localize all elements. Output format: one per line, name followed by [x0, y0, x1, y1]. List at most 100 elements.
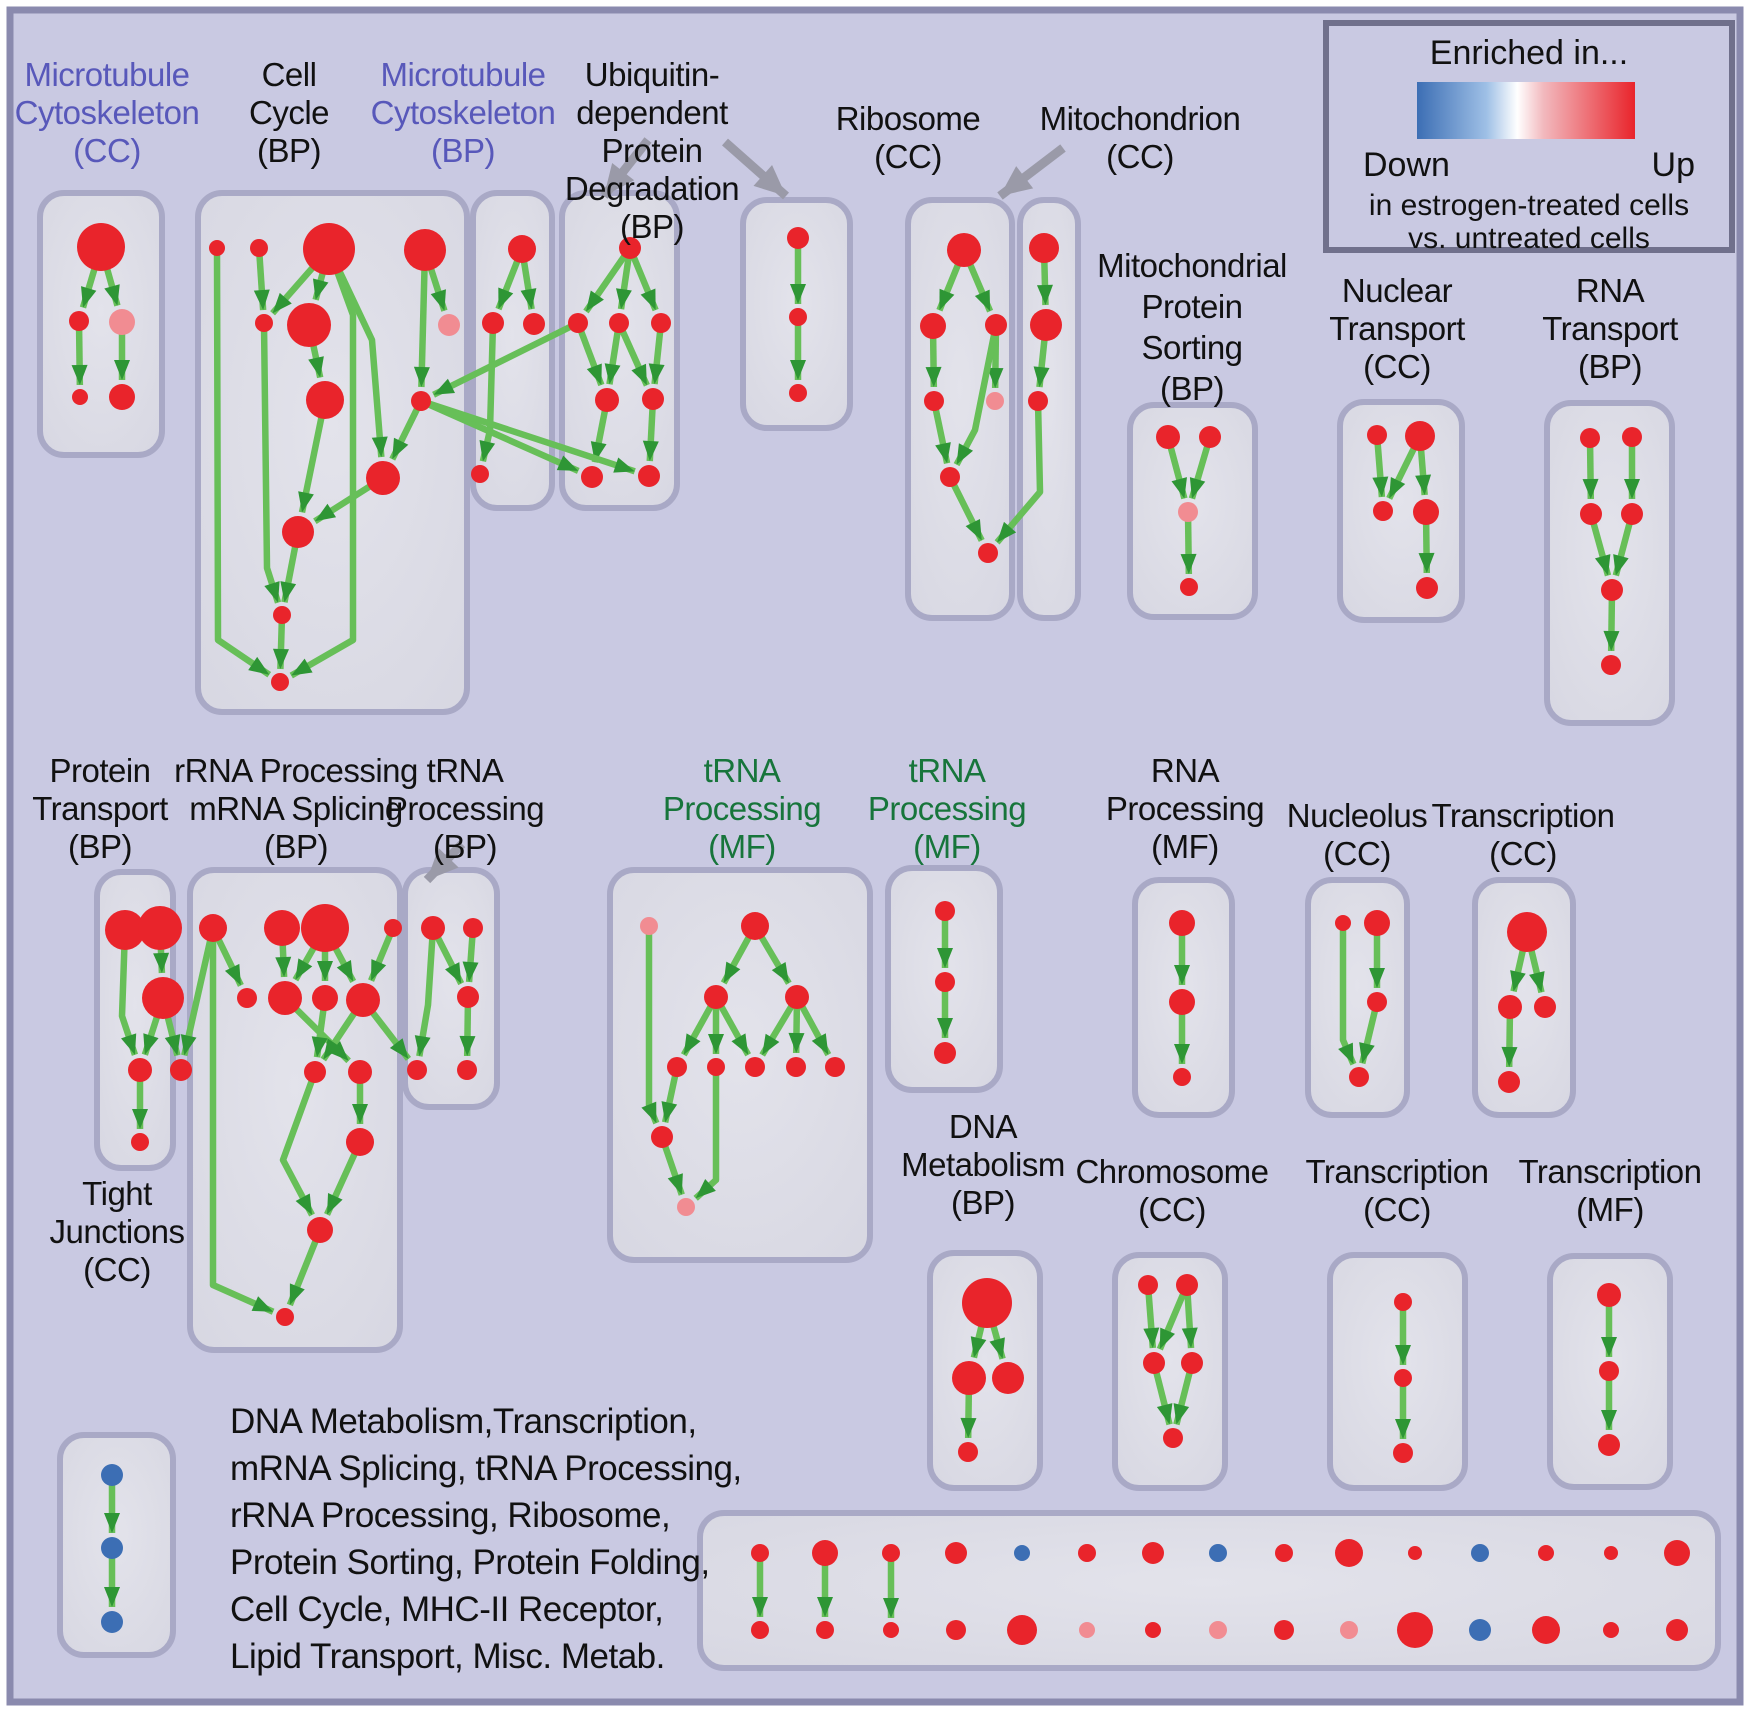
- cross-edge: [419, 397, 636, 475]
- node-cell_cycle-7: [306, 381, 344, 419]
- node-nucleolus-2: [1367, 992, 1387, 1012]
- label-microtubule-cc: Microtubule Cytoskeleton (CC): [14, 56, 200, 169]
- node-transcription_cc1-0: [1507, 912, 1547, 952]
- node-transcription_cc2-0: [1394, 1293, 1412, 1311]
- node-misc-27: [1532, 1616, 1560, 1644]
- edge-mito_sorting: [1180, 511, 1197, 575]
- legend-gradient-bar: [1417, 82, 1635, 139]
- legend-subtitle-2: vs. untreated cells: [1408, 222, 1650, 255]
- node-rna_processing_mf-2: [1173, 1068, 1191, 1086]
- node-misc-15: [751, 1621, 769, 1639]
- node-microtubule_bp-1: [482, 312, 504, 334]
- trna-bp-pointer-arrow-icon: [423, 840, 466, 884]
- label-nucleolus: Nucleolus (CC): [1286, 797, 1428, 872]
- node-cell_cycle-8: [411, 391, 431, 411]
- node-ribosome-4: [986, 392, 1004, 410]
- node-rna_processing_mf-1: [1169, 989, 1195, 1015]
- node-misc-18: [946, 1620, 966, 1640]
- node-trna_mf1-0: [640, 917, 658, 935]
- node-trna_mf1-2: [704, 985, 728, 1009]
- node-transcription_cc2-2: [1393, 1443, 1413, 1463]
- node-ubiquitin1-3: [651, 313, 671, 333]
- edge-ribosome: [953, 324, 1000, 467]
- label-ubiquitin: Ubiquitin- dependent Protein Degradation…: [564, 56, 740, 245]
- node-protein_transport-0: [105, 910, 145, 950]
- node-rrna-2: [301, 904, 349, 952]
- edge-cell_cycle: [253, 247, 270, 311]
- edge-trna_mf1: [641, 926, 660, 1125]
- edge-ribosome: [930, 400, 951, 464]
- edge-chromosome: [1156, 1283, 1190, 1351]
- node-trna_bp-2: [457, 986, 479, 1008]
- node-trna_mf1-10: [677, 1198, 695, 1216]
- node-misc-21: [1145, 1622, 1161, 1638]
- node-misc-13: [1604, 1546, 1618, 1560]
- node-rrna-0: [199, 914, 227, 942]
- node-microtubule_bp-0: [508, 235, 536, 263]
- label-ribosome: Ribosome (CC): [835, 100, 981, 175]
- edge-ubiquitin1: [583, 246, 633, 314]
- label-transcription-cc-1: Transcription (CC): [1431, 797, 1615, 872]
- node-transcription_cc1-2: [1534, 996, 1556, 1018]
- edge-rrna: [368, 926, 396, 982]
- node-rrna-10: [346, 1128, 374, 1156]
- node-trna_mf2-2: [934, 1042, 956, 1064]
- node-trna_mf1-3: [785, 985, 809, 1009]
- node-nuclear_transport-2: [1373, 501, 1393, 521]
- node-misc-26: [1469, 1619, 1491, 1641]
- node-trna_bp-3: [407, 1060, 427, 1080]
- edge-cell_cycle: [213, 247, 272, 678]
- edge-ribosome: [947, 475, 985, 542]
- node-transcription_cc1-3: [1498, 1071, 1520, 1093]
- cluster-box-transcription_cc1: [1472, 877, 1576, 1118]
- label-nuclear-transport: Nuclear Transport (CC): [1329, 272, 1465, 385]
- node-mito_sorting-1: [1199, 426, 1221, 448]
- node-misc-1: [812, 1540, 838, 1566]
- node-rna_transport-1: [1622, 427, 1642, 447]
- edge-trna_mf1: [693, 1067, 720, 1201]
- node-trna_mf1-1: [741, 912, 769, 940]
- node-mito_sorting-3: [1180, 578, 1198, 596]
- node-cell_cycle-9: [366, 461, 400, 495]
- node-protein_transport-4: [170, 1059, 192, 1081]
- node-chromosome-1: [1176, 1274, 1198, 1296]
- node-trna_mf1-9: [651, 1126, 673, 1148]
- legend-box: Enriched in... Down Up in estrogen-treat…: [1323, 20, 1735, 255]
- node-rrna-3: [384, 919, 402, 937]
- node-ubiquitin1-6: [581, 466, 603, 488]
- node-misc-9: [1335, 1539, 1363, 1567]
- cluster-box-chromosome: [1112, 1252, 1228, 1491]
- ubiquitin-left-pointer-arrow-icon: [600, 137, 652, 199]
- label-rna-transport: RNA Transport (BP): [1542, 272, 1678, 385]
- node-tight_junctions-2: [101, 1611, 123, 1633]
- node-mitochondrion-2: [1028, 391, 1048, 411]
- node-cell_cycle-3: [404, 229, 446, 271]
- edge-ubiquitin1: [616, 321, 650, 387]
- cross-edge: [180, 927, 217, 1057]
- node-nucleolus-3: [1349, 1067, 1369, 1087]
- node-mito_sorting-2: [1178, 502, 1198, 522]
- node-protein_transport-2: [142, 977, 184, 1019]
- node-misc-6: [1142, 1542, 1164, 1564]
- node-misc-7: [1209, 1544, 1227, 1562]
- node-ubiquitin1-1: [568, 313, 588, 333]
- node-ubiquitin1-0: [619, 237, 641, 259]
- node-cell_cycle-4: [255, 314, 273, 332]
- node-misc-12: [1538, 1545, 1554, 1561]
- node-misc-14: [1664, 1540, 1690, 1566]
- node-misc-23: [1274, 1620, 1294, 1640]
- node-cell_cycle-1: [250, 239, 268, 257]
- node-transcription_mf-2: [1598, 1434, 1620, 1456]
- mitochondrion-pointer-arrow-icon: [997, 144, 1066, 200]
- node-misc-8: [1275, 1544, 1293, 1562]
- node-nucleolus-0: [1335, 915, 1351, 931]
- node-microtubule_bp-2: [523, 313, 545, 335]
- cross-edge: [994, 400, 1044, 545]
- node-ubiquitin1-4: [595, 388, 619, 412]
- edge-rna_transport: [1582, 437, 1599, 500]
- node-transcription_cc2-1: [1394, 1369, 1412, 1387]
- node-rna_transport-5: [1601, 655, 1621, 675]
- node-nuclear_transport-4: [1416, 577, 1438, 599]
